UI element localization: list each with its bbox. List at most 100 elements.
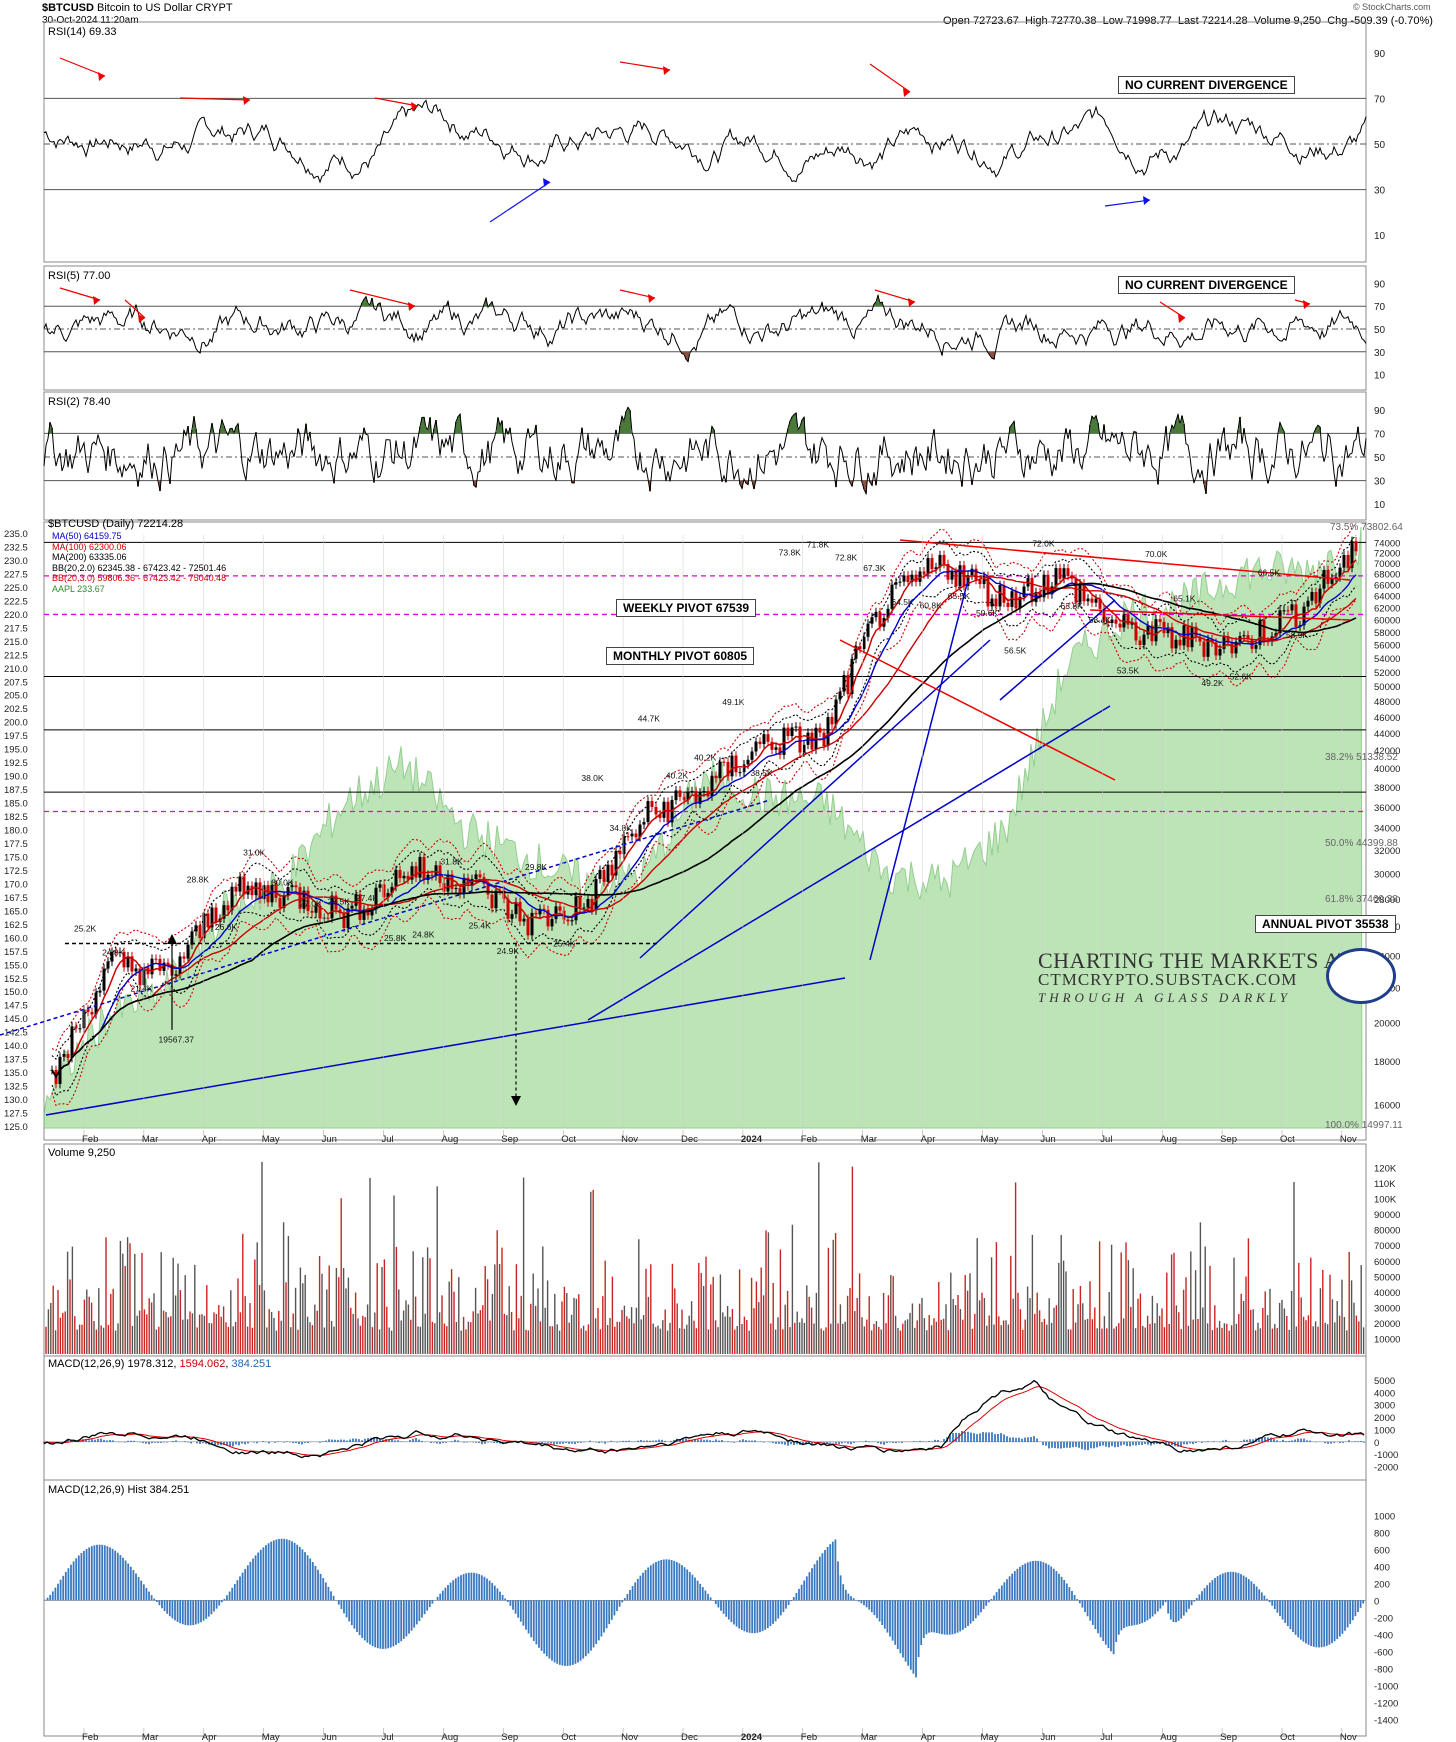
macd-tick: 5000	[1374, 1376, 1395, 1387]
rsi14-title: RSI(14) 69.33	[48, 26, 117, 38]
price-candle-body	[1234, 641, 1238, 654]
price-candle-body	[686, 791, 690, 800]
price-left-tick: 230.0	[4, 556, 28, 567]
bottom-xaxis-month-label: Nov	[621, 1732, 638, 1742]
price-right-tick: 38000	[1374, 783, 1400, 794]
macd-tick: 3000	[1374, 1401, 1395, 1412]
volume-tick: 90000	[1374, 1210, 1400, 1221]
price-candle-body	[1114, 619, 1118, 624]
price-candle-body	[794, 726, 798, 728]
price-candle-body	[1222, 636, 1226, 649]
price-candle-body	[878, 612, 882, 627]
price-point-label: 71.8K	[807, 539, 830, 549]
price-candle-body	[566, 919, 570, 922]
price-candle-body	[1126, 614, 1130, 625]
price-right-tick: 42000	[1374, 746, 1400, 757]
price-candle-body	[942, 554, 946, 564]
price-candle-body	[334, 895, 338, 910]
price-candle-body	[1142, 634, 1146, 645]
price-point-label: 38.5K	[750, 768, 773, 778]
divergence-arrow	[1104, 199, 1151, 207]
price-candle-body	[890, 584, 894, 609]
branding-line3: THROUGH A GLASS DARKLY	[1038, 990, 1292, 1005]
price-candle-body	[746, 759, 750, 765]
price-point-label: 53.5K	[1117, 665, 1140, 675]
divergence-arrowhead	[1143, 196, 1150, 205]
bottom-xaxis-month-label: Apr	[921, 1732, 936, 1742]
price-candle-body	[98, 990, 102, 993]
price-left-tick: 177.5	[4, 839, 28, 850]
price-candle-body	[78, 1028, 82, 1030]
panel-frame	[43, 1479, 1367, 1737]
price-candle-body	[1150, 625, 1154, 642]
price-candle-body	[326, 917, 330, 919]
price-candle-body	[658, 814, 662, 818]
price-candle-body	[346, 908, 350, 929]
price-left-tick: 162.5	[4, 920, 28, 931]
price-left-tick: 225.0	[4, 583, 28, 594]
divergence-arrowhead	[908, 298, 915, 307]
price-xaxis-month-label: Oct	[561, 1134, 576, 1145]
price-candle-body	[210, 907, 214, 928]
price-right-tick: 68000	[1374, 569, 1400, 580]
price-point-label: 67.3K	[863, 563, 886, 573]
price-legend: MA(50) 64159.75 MA(100) 62300.06 MA(200) 6…	[52, 531, 226, 594]
price-candle-body	[910, 574, 914, 583]
price-candle-body	[734, 755, 738, 773]
price-point-label: 27.0K	[299, 898, 322, 908]
price-candle-body	[850, 658, 854, 695]
macd-tick: -2000	[1374, 1463, 1398, 1474]
price-left-tick: 187.5	[4, 785, 28, 796]
trendline	[869, 579, 969, 961]
price-left-tick: 135.0	[4, 1068, 28, 1079]
price-point-label: 21.4K	[130, 984, 153, 994]
macdhist-tick: 400	[1374, 1562, 1390, 1573]
stockcharts-watermark: © StockCharts.com	[1353, 2, 1431, 12]
price-candle-body	[854, 646, 858, 659]
price-point-label: 24.9K	[497, 946, 520, 956]
price-right-tick: 40000	[1374, 764, 1400, 775]
divergence-arrowhead	[1303, 300, 1310, 309]
price-candle-body	[642, 822, 646, 825]
trendline	[899, 539, 1351, 581]
price-candle-body	[318, 906, 322, 919]
rsi5-tick: 10	[1374, 371, 1386, 382]
price-candle-body	[762, 734, 766, 745]
branding-line1: CHARTING THE MARKETS AT	[1038, 948, 1352, 973]
price-left-tick: 220.0	[4, 610, 28, 621]
rsi2-tick: 90	[1374, 406, 1386, 417]
macd-tick: 1000	[1374, 1425, 1395, 1436]
price-right-tick: 34000	[1374, 824, 1400, 835]
macdhist-tick: 600	[1374, 1545, 1390, 1556]
price-point-label: 25.2K	[74, 924, 97, 934]
price-point-label: 49.2K	[1201, 678, 1224, 688]
price-candle-body	[66, 1053, 70, 1058]
price-candle-body	[538, 908, 542, 915]
price-candle-body	[1006, 602, 1010, 607]
price-candle-body	[1042, 574, 1046, 598]
price-candle-body	[1266, 641, 1270, 643]
price-candle-body	[842, 675, 846, 692]
divergence-arrow	[489, 181, 551, 223]
rsi5-line	[43, 293, 1367, 363]
price-candle-body	[674, 790, 678, 801]
divergence-arrowhead	[243, 96, 250, 105]
price-candle-body	[1246, 635, 1250, 640]
price-candle-body	[898, 581, 902, 583]
price-candle-body	[114, 951, 118, 953]
price-candle-body	[1242, 635, 1246, 637]
price-left-tick: 207.5	[4, 677, 28, 688]
price-candle-body	[1290, 604, 1294, 611]
last-value: Last 72214.28	[1177, 15, 1248, 27]
macdhist-tick: -800	[1374, 1664, 1393, 1675]
volume-tick: 10000	[1374, 1334, 1400, 1345]
price-xaxis-month-label: Aug	[441, 1134, 458, 1145]
price-candle-body	[214, 907, 218, 922]
price-candle-body	[1202, 641, 1206, 657]
price-right-tick: 62000	[1374, 603, 1400, 614]
price-candle-body	[370, 909, 374, 916]
price-candle-body	[1146, 625, 1150, 635]
legend-item: MA(50) 64159.75	[52, 531, 122, 541]
price-xaxis-month-label: Mar	[142, 1134, 158, 1145]
